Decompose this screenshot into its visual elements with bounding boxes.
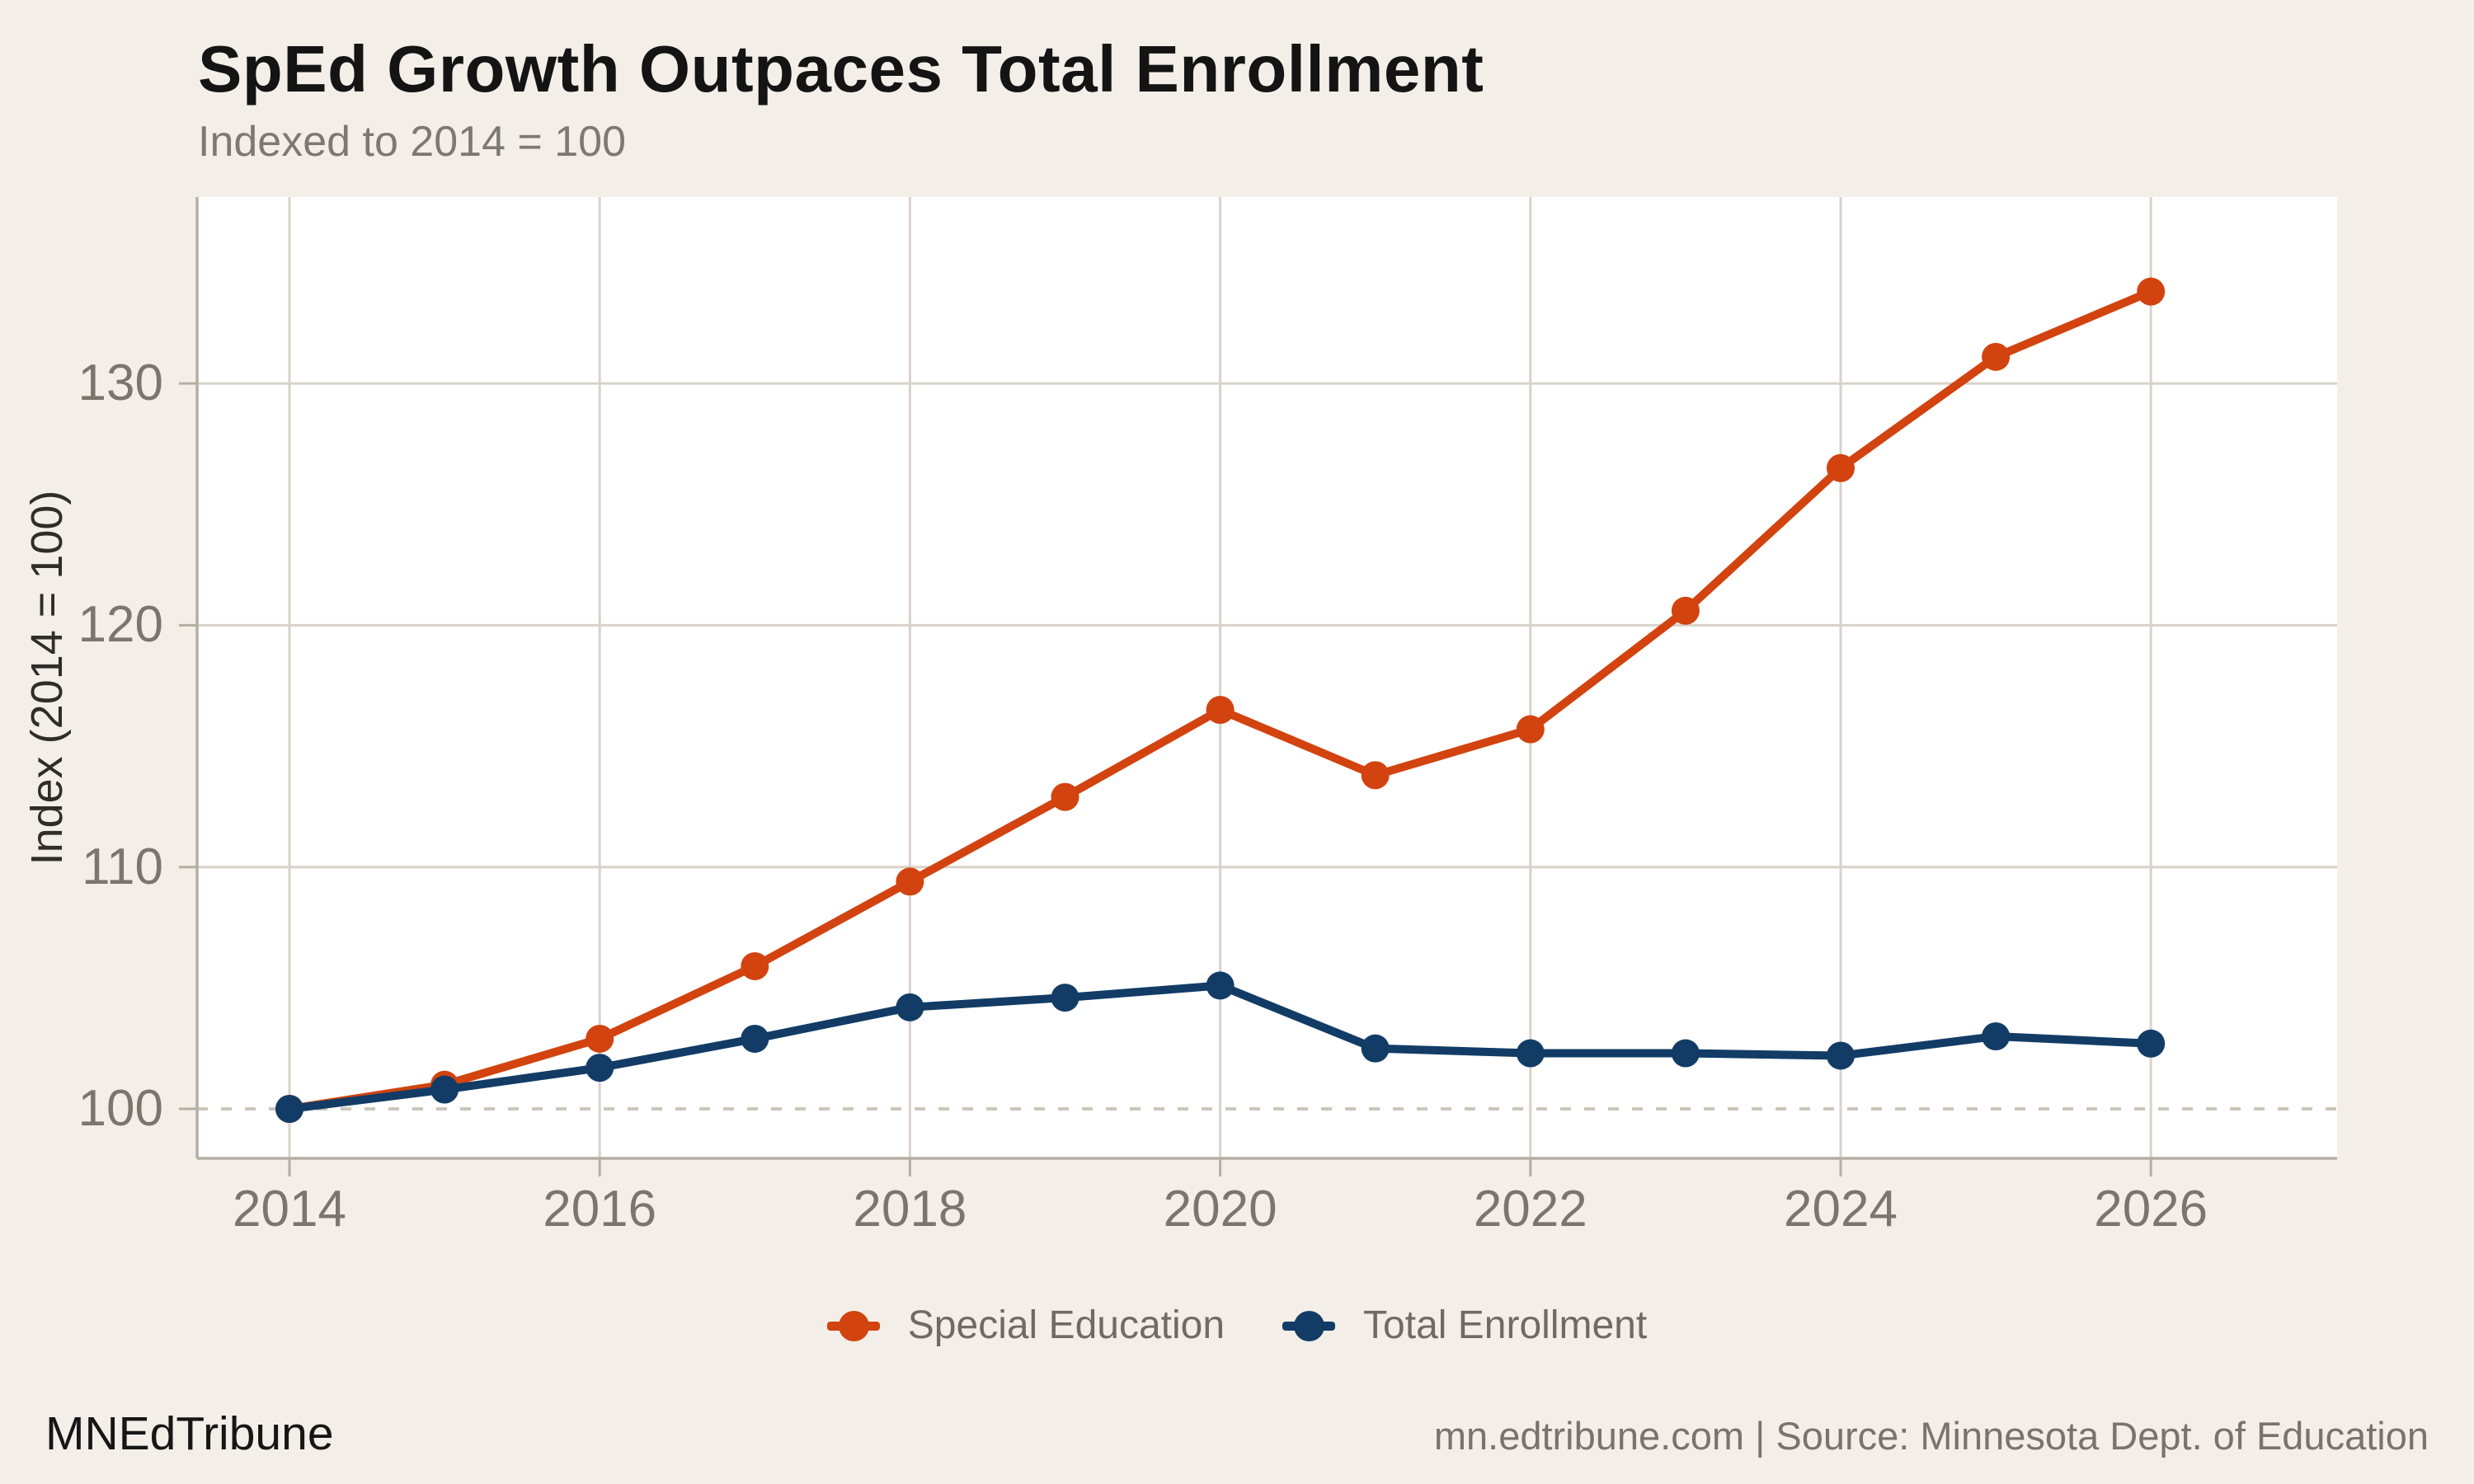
data-point — [586, 1054, 614, 1082]
data-point — [1671, 1039, 1700, 1068]
data-point — [896, 867, 924, 896]
footer-brand: MNEdTribune — [45, 1407, 334, 1460]
data-point — [1516, 1039, 1545, 1068]
data-point — [1051, 984, 1079, 1012]
plot-panel — [197, 197, 2337, 1158]
y-tick-label: 110 — [82, 838, 163, 895]
data-point — [1206, 696, 1235, 725]
legend-label: Total Enrollment — [1363, 1303, 1648, 1347]
x-tick-label: 2026 — [2094, 1181, 2208, 1237]
data-point — [1671, 596, 1700, 625]
x-tick-label: 2024 — [1784, 1181, 1898, 1237]
legend-item-special-education: Special Education — [826, 1303, 1225, 1348]
y-tick-label: 120 — [78, 596, 163, 654]
x-tick-label: 2016 — [543, 1181, 657, 1237]
chart-legend: Special Education Total Enrollment — [0, 1303, 2474, 1348]
y-tick-label: 100 — [78, 1080, 163, 1137]
data-point — [1361, 1034, 1390, 1063]
data-point — [1361, 761, 1390, 790]
data-point — [741, 1024, 769, 1053]
legend-key-icon — [826, 1309, 880, 1342]
data-point — [1206, 971, 1235, 1000]
legend-item-total-enrollment: Total Enrollment — [1282, 1303, 1647, 1348]
footer: MNEdTribune mn.edtribune.com | Source: M… — [45, 1407, 2429, 1461]
data-point — [1516, 715, 1545, 744]
x-tick-label: 2020 — [1163, 1181, 1277, 1237]
data-point — [1982, 1022, 2011, 1051]
data-point — [430, 1075, 459, 1104]
y-axis-title: Index (2014 = 100) — [22, 490, 72, 866]
data-point — [1827, 1041, 1855, 1070]
x-tick-label: 2018 — [853, 1181, 967, 1237]
legend-key-dot — [838, 1310, 869, 1341]
data-point — [275, 1095, 303, 1123]
legend-key-dot — [1294, 1310, 1325, 1341]
chart-subtitle: Indexed to 2014 = 100 — [198, 118, 627, 166]
data-point — [2137, 277, 2166, 306]
data-point — [1827, 453, 1855, 482]
data-point — [2137, 1029, 2166, 1058]
data-point — [1982, 342, 2011, 371]
chart-title: SpEd Growth Outpaces Total Enrollment — [198, 32, 1484, 106]
data-point — [1051, 782, 1079, 811]
data-point — [741, 951, 769, 980]
footer-source-attribution: mn.edtribune.com | Source: Minnesota Dep… — [1433, 1414, 2429, 1458]
legend-key-icon — [1282, 1309, 1336, 1342]
data-point — [586, 1024, 614, 1053]
x-tick-label: 2014 — [233, 1181, 346, 1237]
legend-label: Special Education — [907, 1303, 1225, 1347]
y-tick-label: 130 — [78, 355, 163, 412]
data-point — [896, 993, 924, 1021]
x-tick-label: 2022 — [1473, 1181, 1587, 1237]
